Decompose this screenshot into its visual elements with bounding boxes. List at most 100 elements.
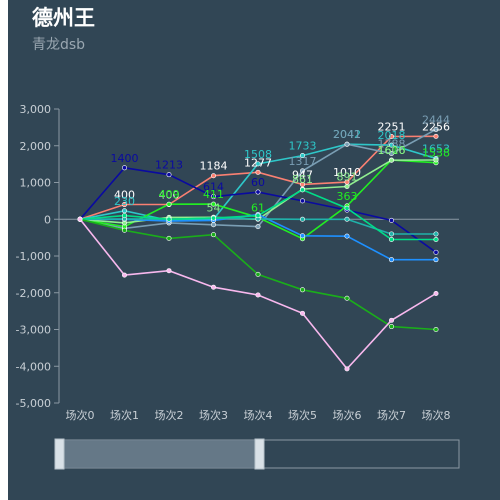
zoom-handle-right[interactable]	[254, 438, 265, 470]
data-point	[433, 133, 439, 139]
data-point	[433, 249, 439, 255]
data-label: 400	[114, 189, 135, 202]
data-point	[299, 233, 305, 239]
data-point	[255, 161, 261, 167]
data-label: 1610	[378, 144, 406, 157]
data-point	[433, 257, 439, 263]
data-label: 230	[114, 195, 135, 208]
y-tick-label: -4,000	[16, 360, 51, 373]
data-label: 1184	[200, 160, 228, 173]
data-point	[166, 216, 172, 222]
data-label: 891	[337, 170, 358, 183]
data-point	[299, 216, 305, 222]
data-point	[344, 183, 350, 189]
x-tick-label: 场次8	[422, 408, 451, 422]
data-point	[344, 216, 350, 222]
y-tick-label: -1,000	[16, 250, 51, 263]
data-label: 2041	[333, 128, 361, 141]
data-point	[388, 142, 394, 148]
data-point	[166, 201, 172, 207]
x-tick-label: 场次1	[110, 408, 139, 422]
y-tick-label: -3,000	[16, 324, 51, 337]
data-label: 2042	[333, 128, 361, 141]
data-point	[211, 284, 217, 290]
data-label: 363	[337, 190, 358, 203]
data-label: 1277	[244, 156, 272, 169]
data-point	[344, 295, 350, 301]
data-point	[211, 215, 217, 221]
data-point	[433, 231, 439, 237]
data-point	[344, 366, 350, 372]
data-label: 947	[292, 168, 313, 181]
y-tick-label: 1,000	[20, 177, 52, 190]
x-tick-label: 场次6	[333, 408, 362, 422]
data-point	[122, 202, 128, 208]
data-point	[255, 224, 261, 230]
data-point	[77, 216, 83, 222]
data-point	[433, 290, 439, 296]
y-tick-label: -2,000	[16, 287, 51, 300]
data-label: 2444	[422, 113, 450, 126]
data-point	[388, 157, 394, 163]
data-point	[388, 257, 394, 263]
data-label: 1508	[244, 148, 272, 161]
data-point	[211, 194, 217, 200]
x-tick-label: 场次7	[377, 408, 406, 422]
data-point	[255, 189, 261, 195]
data-point	[122, 208, 128, 214]
data-point	[433, 236, 439, 242]
data-labels: 400 400 1184 1277 947 1010 2251 2256 230 1508 1733…	[111, 113, 451, 214]
datazoom-slider[interactable]	[54, 438, 460, 470]
data-point	[166, 172, 172, 178]
data-point	[344, 141, 350, 147]
data-point	[299, 287, 305, 293]
y-tick-label: 3,000	[20, 103, 52, 116]
data-label: 861	[292, 173, 313, 186]
data-point	[388, 324, 394, 330]
data-point	[166, 268, 172, 274]
data-point	[122, 213, 128, 219]
data-label: 1317	[289, 155, 317, 168]
data-label: 60	[251, 176, 265, 189]
data-point	[255, 292, 261, 298]
data-point	[388, 134, 394, 140]
data-label: 54	[207, 201, 221, 214]
data-label: 2018	[378, 129, 406, 142]
zoom-handle-left[interactable]	[54, 438, 65, 470]
data-point	[344, 233, 350, 239]
data-label: 411	[203, 188, 224, 201]
chart-axes: 3,000 2,000 1,000 0 -1,000 -2,000 -3,000 -4,000…	[16, 103, 459, 422]
data-point	[388, 151, 394, 157]
data-label: 1010	[333, 166, 361, 179]
data-point	[388, 317, 394, 323]
data-point	[255, 271, 261, 277]
x-tick-label: 场次0	[66, 408, 95, 422]
data-point	[388, 217, 394, 223]
y-tick-label: 0	[44, 213, 51, 226]
data-point	[433, 157, 439, 163]
data-label: 1606	[378, 144, 406, 157]
data-point	[344, 205, 350, 211]
data-label: 1400	[111, 152, 139, 165]
y-tick-label: 2,000	[20, 140, 52, 153]
chart-title: 德州王	[32, 6, 95, 30]
data-point	[122, 227, 128, 233]
y-tick-label: -5,000	[16, 397, 51, 410]
zoom-window[interactable]	[59, 440, 259, 468]
data-point	[299, 153, 305, 159]
data-point	[122, 165, 128, 171]
data-point	[166, 235, 172, 241]
data-point	[211, 201, 217, 207]
data-point	[299, 168, 305, 174]
x-tick-label: 场次5	[288, 408, 317, 422]
data-point	[211, 173, 217, 179]
series-points	[77, 126, 439, 372]
data-point	[299, 187, 305, 193]
data-label: 2251	[378, 121, 406, 134]
data-label: 409	[159, 188, 180, 201]
chart-subtitle: 青龙dsb	[32, 37, 86, 53]
data-point	[388, 231, 394, 237]
data-point	[299, 310, 305, 316]
data-label: 1213	[155, 159, 183, 172]
